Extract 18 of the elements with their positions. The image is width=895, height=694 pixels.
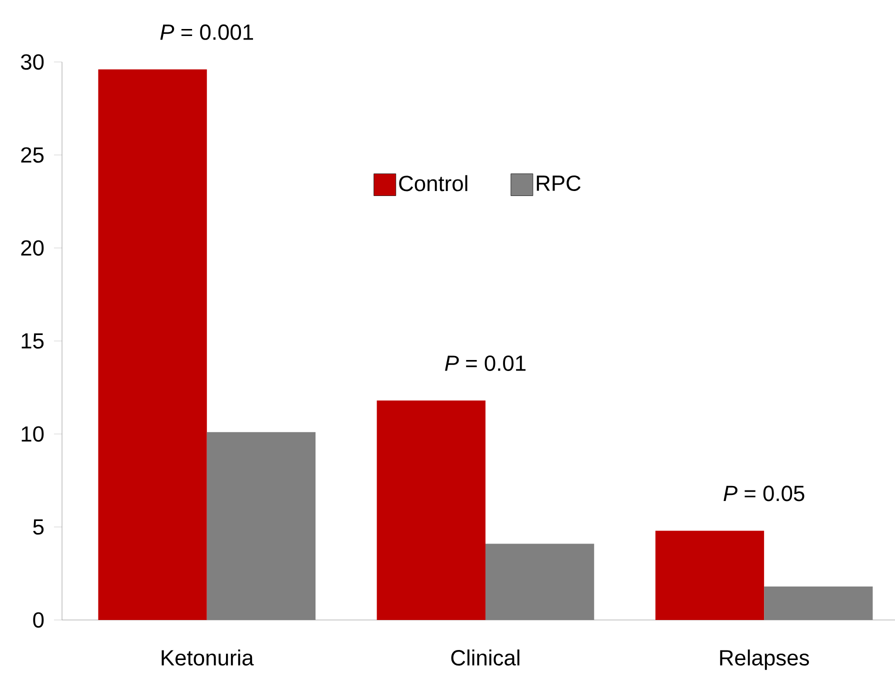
y-tick-label: 20 (21, 240, 44, 256)
bar (98, 69, 207, 620)
y-tick-label: 30 (20, 54, 44, 70)
annotation: P = 0.01 (445, 355, 526, 372)
annotation: P = 0.05 (724, 486, 804, 502)
legend-label: Control (399, 175, 468, 192)
bar (376, 400, 486, 620)
x-tick-label: Relapses (720, 649, 809, 670)
x-tick-label: Ketonuria (162, 649, 254, 666)
text: P = 0.001 (160, 24, 254, 40)
y-tick-label: 5 (33, 519, 44, 535)
y-tick-label: 0 (33, 612, 44, 628)
y-tick-label: 10 (22, 426, 44, 442)
y-tick-label: 15 (22, 333, 44, 349)
y-tick-label: 25 (21, 147, 44, 163)
bar (655, 530, 764, 620)
legend-label: RPC (536, 175, 581, 191)
x-tick-label: Clinical (451, 649, 520, 666)
